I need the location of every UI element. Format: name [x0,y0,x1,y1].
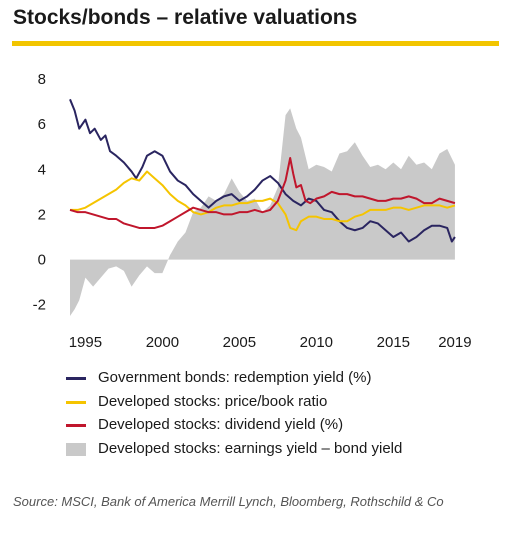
legend-item: Developed stocks: earnings yield – bond … [66,439,506,463]
y-tick-label: -2 [33,297,46,314]
x-tick-label: 2015 [377,334,410,351]
title-rule [12,41,499,46]
series-area-earnings-gap [70,108,455,316]
legend-label: Developed stocks: dividend yield (%) [98,416,344,433]
legend-swatch [66,400,86,404]
x-tick-label: 2019 [438,334,471,351]
legend-item: Developed stocks: dividend yield (%) [66,415,506,439]
x-tick-label: 2010 [300,334,333,351]
x-tick-label: 1995 [69,334,102,351]
legend-swatch [66,424,86,427]
y-tick-label: 2 [38,206,46,223]
chart-title: Stocks/bonds – relative valuations [13,6,358,29]
x-tick-label: 2000 [146,334,179,351]
series-line-price-book [70,170,456,232]
series-line-dividend-yield [69,157,456,229]
y-tick-label: 0 [38,252,46,269]
source-note: Source: MSCI, Bank of America Merrill Ly… [13,494,444,509]
legend-swatch [66,377,86,380]
legend-label: Developed stocks: earnings yield – bond … [98,439,403,457]
legend-item: Government bonds: redemption yield (%) [66,368,506,392]
legend-label: Developed stocks: price/book ratio [98,392,328,410]
legend-swatch [66,442,86,456]
legend-label: Government bonds: redemption yield (%) [98,369,372,386]
series-line-bond-yield [69,98,456,243]
y-tick-label: 4 [38,161,46,178]
chart: -2 0 2 4 6 8 1995 2000 2005 2010 2015 2019 [33,71,472,351]
y-tick-label: 6 [38,116,46,133]
legend-item: Developed stocks: price/book ratio [66,392,506,416]
x-tick-label: 2005 [223,334,256,351]
legend: Government bonds: redemption yield (%) De… [66,368,506,462]
y-tick-label: 8 [38,71,46,88]
